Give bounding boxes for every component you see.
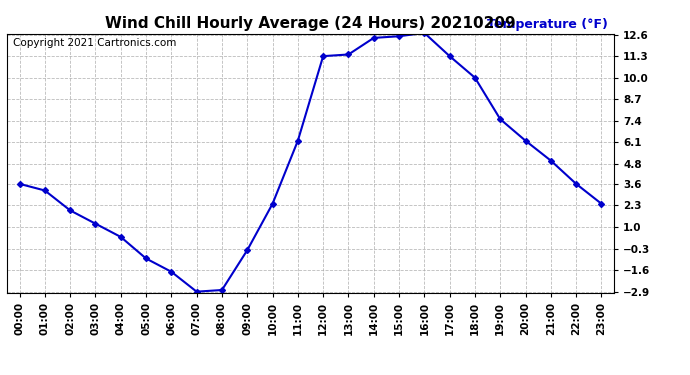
Text: Copyright 2021 Cartronics.com: Copyright 2021 Cartronics.com <box>13 38 177 48</box>
Title: Wind Chill Hourly Average (24 Hours) 20210209: Wind Chill Hourly Average (24 Hours) 202… <box>105 16 516 31</box>
Text: Temperature (°F): Temperature (°F) <box>487 18 608 31</box>
